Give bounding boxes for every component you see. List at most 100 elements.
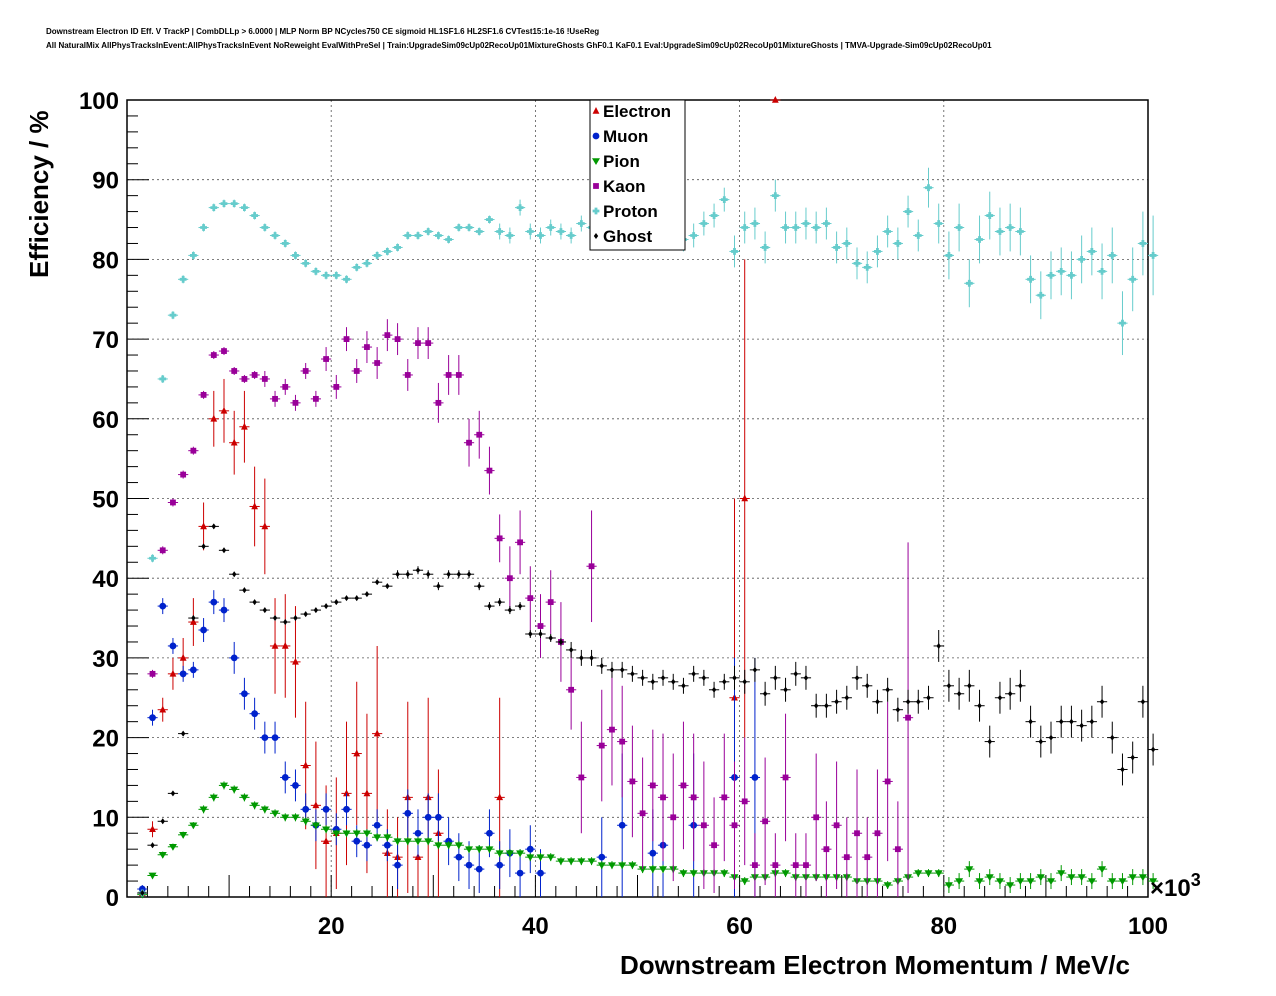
data-point — [579, 654, 584, 661]
data-point — [1078, 256, 1086, 263]
data-point — [731, 822, 738, 829]
data-point — [936, 642, 941, 649]
series-proton — [137, 167, 1159, 897]
data-point — [302, 259, 310, 267]
data-point — [149, 714, 156, 722]
grid — [127, 100, 1148, 897]
series-ghost — [137, 523, 1159, 897]
data-point — [475, 846, 484, 854]
data-point — [424, 813, 432, 821]
data-point — [414, 829, 422, 837]
data-point — [762, 690, 768, 697]
data-point — [404, 809, 412, 817]
data-point — [445, 236, 453, 243]
data-point — [956, 690, 962, 697]
data-point — [690, 794, 697, 801]
data-point — [210, 352, 217, 358]
data-point — [475, 228, 483, 235]
data-point — [170, 499, 176, 506]
data-point — [650, 678, 656, 685]
data-point — [1038, 738, 1043, 745]
data-point — [772, 862, 779, 869]
data-point — [1119, 319, 1126, 327]
data-point — [363, 789, 371, 797]
legend-box — [589, 99, 686, 251]
data-point — [536, 854, 545, 862]
data-point — [883, 882, 892, 890]
data-point — [609, 726, 615, 733]
x-multiplier-base: ×10 — [1150, 875, 1191, 902]
legend-item-muon: Muon — [592, 127, 648, 146]
series-kaon — [147, 319, 914, 897]
y-tick-label: 10 — [92, 805, 119, 832]
data-point — [619, 666, 625, 673]
data-point — [813, 814, 820, 821]
data-point — [191, 615, 196, 622]
data-point — [516, 869, 524, 877]
data-point — [945, 252, 953, 259]
data-point — [1027, 275, 1034, 283]
data-point — [985, 874, 994, 882]
data-point — [752, 862, 758, 869]
data-point — [189, 618, 197, 625]
axes: 0 10 20 30 40 50 60 70 80 90 100 20 40 60 80 100 — [79, 88, 1168, 940]
data-point — [547, 224, 555, 231]
x-tick-label: 40 — [522, 913, 549, 940]
data-point — [812, 224, 820, 231]
data-point — [383, 834, 392, 842]
data-point — [293, 615, 298, 622]
legend-marker — [592, 158, 600, 165]
legend-marker — [592, 207, 600, 215]
data-point — [813, 702, 819, 709]
data-point — [506, 575, 513, 582]
data-point — [690, 232, 698, 239]
data-point — [455, 853, 463, 861]
data-point — [1118, 878, 1127, 886]
data-point — [1099, 698, 1105, 705]
data-point — [435, 232, 442, 239]
data-point — [567, 232, 575, 239]
data-point — [844, 694, 850, 701]
data-point — [180, 730, 186, 737]
data-point — [303, 611, 308, 618]
data-point — [762, 818, 769, 825]
data-point — [168, 843, 177, 851]
data-point — [219, 782, 228, 790]
data-point — [292, 399, 299, 406]
data-point — [905, 698, 911, 705]
data-point — [722, 678, 727, 685]
data-point — [292, 782, 299, 789]
data-point — [149, 670, 156, 677]
data-point — [598, 742, 605, 749]
data-point — [363, 259, 371, 267]
data-point — [720, 870, 729, 878]
data-point — [965, 279, 973, 287]
y-tick-label: 90 — [92, 168, 119, 195]
data-point — [425, 340, 432, 346]
data-point — [200, 626, 207, 634]
data-point — [189, 252, 197, 259]
data-point — [210, 204, 218, 211]
data-point — [884, 228, 892, 235]
data-point — [507, 607, 513, 614]
data-point — [1006, 224, 1014, 231]
data-point — [455, 372, 462, 378]
data-points — [137, 96, 1159, 899]
data-point — [629, 778, 636, 785]
data-point — [149, 825, 156, 833]
data-point — [1089, 718, 1095, 725]
data-point — [230, 200, 238, 208]
data-point — [332, 271, 340, 279]
x-axis-multiplier: ×103 — [1150, 870, 1201, 902]
data-point — [383, 841, 391, 849]
data-point — [1120, 766, 1125, 773]
data-point — [1007, 690, 1013, 697]
data-point — [517, 603, 523, 610]
data-point — [362, 830, 371, 838]
data-point — [1047, 878, 1056, 886]
data-point — [220, 406, 228, 414]
data-point — [1006, 882, 1015, 890]
data-point — [671, 678, 676, 685]
data-point — [200, 522, 207, 530]
